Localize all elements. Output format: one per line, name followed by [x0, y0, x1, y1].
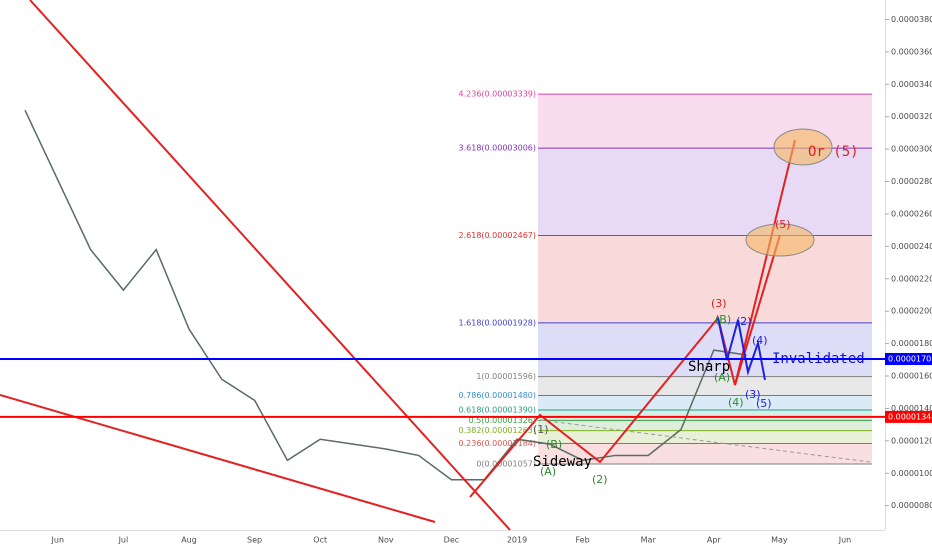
fib-band — [538, 420, 872, 431]
wave-line — [717, 317, 766, 381]
fib-label: 3.618(0.00003006) — [459, 144, 537, 153]
fib-label: 0.5(0.00001326) — [469, 416, 536, 425]
price-tag — [885, 410, 932, 423]
wave-label: (A) — [714, 371, 730, 384]
x-tick-label: Nov — [378, 536, 394, 545]
wave-label: (2) — [592, 473, 608, 486]
x-tick-label: Aug — [181, 536, 197, 545]
wave-label: (3) — [711, 297, 727, 310]
annotation: Sharp — [688, 359, 730, 375]
price-label: 0.00001348 — [888, 412, 932, 421]
fib-label: 0(0.00001057) — [476, 460, 536, 469]
y-tick-label: 0.00003800 — [891, 15, 932, 24]
fib-band — [538, 235, 872, 323]
price-label: 0.00001705 — [888, 355, 932, 364]
price-line-series — [24, 109, 747, 481]
fib-label: 0.786(0.00001480) — [459, 391, 537, 400]
axis-border — [885, 0, 886, 530]
fib-band — [538, 410, 872, 421]
fib-band — [538, 148, 872, 236]
wave-label: (5) — [756, 397, 772, 410]
x-tick-label: Feb — [576, 536, 590, 545]
fib-band — [538, 322, 872, 377]
x-tick-label: 2019 — [507, 536, 527, 545]
wave-label: (2) — [736, 315, 752, 328]
wave-label: (1) — [533, 423, 549, 436]
price — [24, 109, 747, 481]
x-tick-label: Oct — [313, 536, 327, 545]
wave-label: (B) — [546, 438, 562, 451]
wave-line — [469, 139, 796, 498]
x-tick-label: Jun — [51, 536, 65, 545]
fib-label: 1(0.00001596) — [476, 372, 536, 381]
x-tick-label: Apr — [707, 536, 722, 545]
wave-label: (B) — [715, 313, 731, 326]
fibonacci: 4.236(0.00003339) 3.618(0.00003006) 2.618(… — [459, 90, 872, 469]
wave-label: (A) — [540, 465, 556, 478]
drawings — [0, 0, 871, 531]
fib-label: 0.618(0.00001390) — [459, 406, 537, 415]
x-tick-label: Jun — [838, 536, 852, 545]
fib-band — [538, 376, 872, 396]
fib-label: 4.236(0.00003339) — [459, 90, 537, 99]
target-ellipse — [773, 128, 833, 166]
fib-band — [538, 395, 872, 411]
trend-line — [29, 0, 511, 531]
annotation: Or (5) — [808, 144, 859, 160]
fib-label: 0.236(0.00001184) — [459, 439, 537, 448]
trend-line — [0, 394, 436, 523]
fib-label: 0.382(0.00001263) — [459, 426, 537, 435]
wave-label: (4) — [728, 396, 744, 409]
fib-band — [538, 430, 872, 444]
x-tick-label: May — [771, 536, 788, 545]
wave-label: (4) — [752, 334, 768, 347]
x-tick-label: Dec — [444, 536, 459, 545]
fib-label: 1.618(0.00001928) — [459, 318, 537, 327]
wave-label: (3) — [745, 388, 761, 401]
fib-band — [538, 443, 872, 465]
wave-label: (5) — [775, 218, 791, 231]
x-tick-label: Mar — [641, 536, 657, 545]
axis-border — [0, 530, 885, 531]
target-ellipse — [745, 223, 815, 257]
fib-label: 2.618(0.00002467) — [459, 231, 537, 240]
x-tick-label: Sep — [247, 536, 262, 545]
price-tag — [885, 353, 932, 366]
annotation: Sideway — [533, 454, 592, 470]
x-tick-label: Jul — [118, 536, 129, 545]
